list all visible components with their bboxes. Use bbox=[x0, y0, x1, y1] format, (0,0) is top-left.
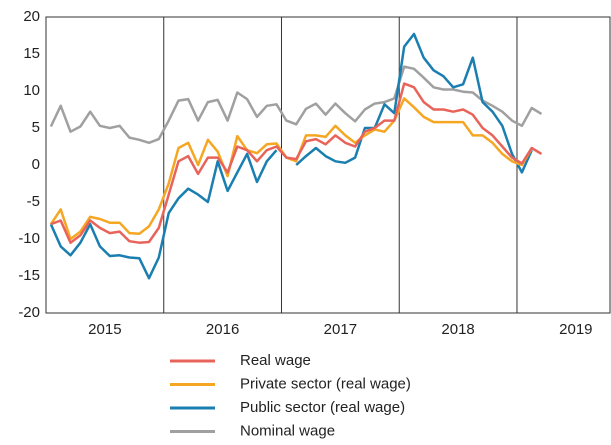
y-tick-label: -20 bbox=[18, 304, 40, 321]
y-tick-label: 0 bbox=[32, 156, 40, 173]
x-tick-label: 2017 bbox=[324, 321, 357, 338]
series-line bbox=[50, 82, 543, 244]
y-tick-label: -10 bbox=[18, 230, 40, 247]
legend-label: Nominal wage bbox=[240, 422, 335, 439]
x-tick-label: 2015 bbox=[88, 321, 121, 338]
series-line bbox=[49, 32, 533, 280]
y-tick-label: 5 bbox=[32, 119, 40, 136]
legend-label: Private sector (real wage) bbox=[240, 375, 411, 392]
x-tick-label: 2016 bbox=[206, 321, 239, 338]
y-tick-label: -5 bbox=[27, 193, 40, 210]
series-line bbox=[49, 65, 543, 145]
y-tick-label: -15 bbox=[18, 267, 40, 284]
series-line bbox=[49, 97, 533, 241]
x-tick-label: 2018 bbox=[441, 321, 474, 338]
y-tick-label: 10 bbox=[23, 82, 40, 99]
legend-label: Real wage bbox=[240, 352, 311, 369]
x-tick-label: 2019 bbox=[559, 321, 592, 338]
y-tick-label: 20 bbox=[23, 8, 40, 25]
legend-label: Public sector (real wage) bbox=[240, 399, 405, 416]
plot-frame bbox=[45, 16, 611, 314]
y-tick-label: 15 bbox=[23, 45, 40, 62]
